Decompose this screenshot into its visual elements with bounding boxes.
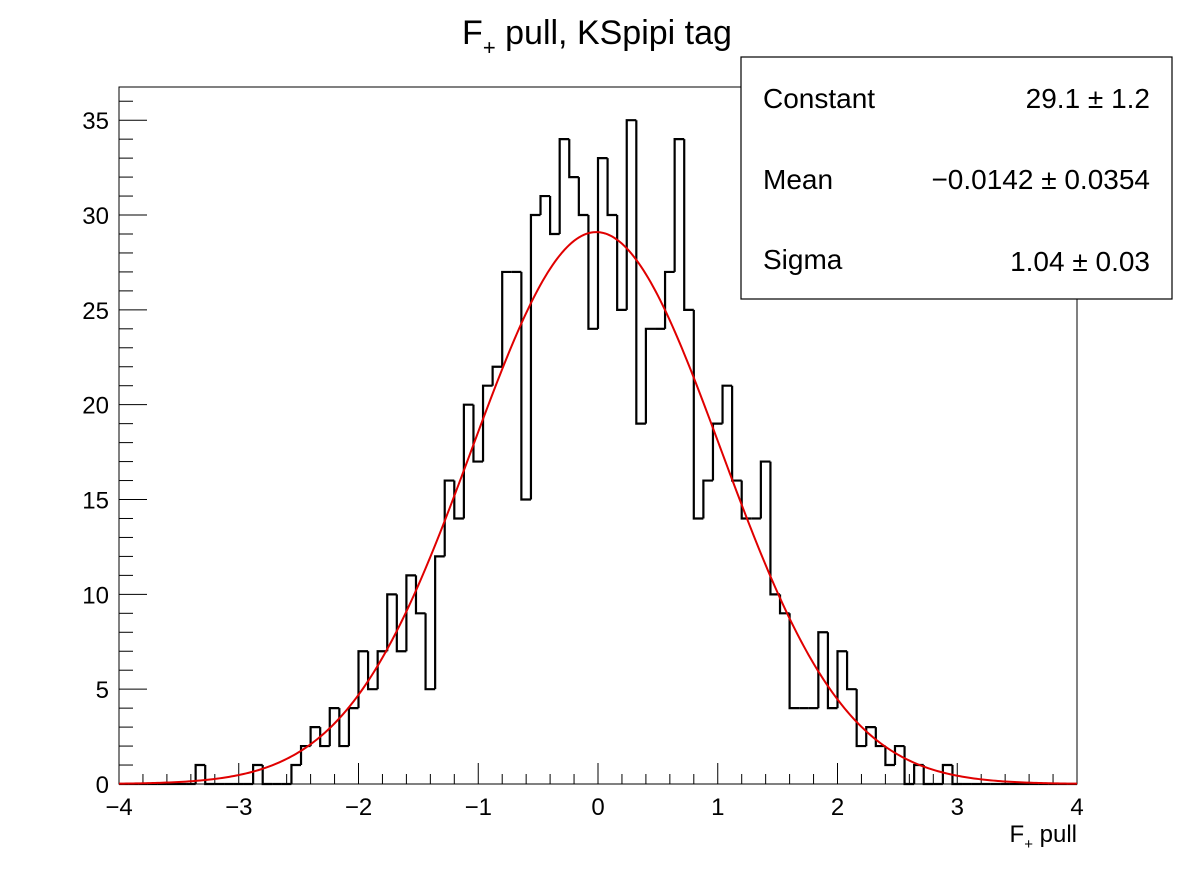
x-axis: −4 −3 −2 −1 0 1 2 3 4 bbox=[105, 763, 1084, 821]
y-tick-label: 25 bbox=[82, 298, 109, 325]
y-tick-label: 30 bbox=[82, 203, 109, 230]
x-tick-label: −4 bbox=[105, 794, 132, 821]
y-tick-label: 10 bbox=[82, 582, 109, 609]
histogram-bin bbox=[386, 593, 397, 652]
histogram-bin bbox=[501, 270, 512, 367]
chart-title: F+ pull, KSpipi tag bbox=[462, 14, 732, 60]
histogram-bin bbox=[606, 158, 618, 217]
histogram-bin bbox=[625, 119, 637, 310]
histogram-bin bbox=[549, 196, 560, 236]
gaussian-fit bbox=[118, 231, 1078, 785]
histogram-bin bbox=[817, 631, 828, 709]
x-tick-label: 1 bbox=[711, 794, 724, 821]
histogram-bin bbox=[922, 765, 934, 786]
histogram-bin bbox=[309, 726, 321, 747]
histogram-bin bbox=[472, 404, 484, 463]
x-tick-label: −3 bbox=[225, 794, 252, 821]
histogram-bin bbox=[759, 460, 771, 519]
histogram-bin bbox=[434, 555, 445, 690]
histogram-bin bbox=[376, 650, 388, 690]
histogram-bin bbox=[357, 650, 369, 709]
histogram-bin bbox=[414, 575, 426, 615]
histogram-bin bbox=[261, 765, 273, 786]
x-tick-label: −1 bbox=[465, 794, 492, 821]
x-tick-label: 3 bbox=[951, 794, 964, 821]
histogram-bin bbox=[481, 384, 493, 462]
histogram-bin bbox=[702, 479, 713, 519]
stats-value-mean: −0.0142 ± 0.0354 bbox=[931, 164, 1150, 195]
histogram-bin bbox=[424, 613, 436, 691]
histogram-bin bbox=[616, 215, 627, 311]
histogram-bin bbox=[644, 327, 656, 424]
histogram-bin bbox=[558, 138, 570, 234]
histogram-bin bbox=[845, 651, 857, 691]
histogram-bin bbox=[826, 632, 838, 710]
y-tick-label: 0 bbox=[96, 772, 109, 799]
x-tick-label: 4 bbox=[1070, 794, 1083, 821]
x-tick-label: 0 bbox=[591, 794, 604, 821]
x-tick-label: −2 bbox=[345, 794, 372, 821]
histogram-bin bbox=[721, 384, 733, 424]
stats-label-mean: Mean bbox=[763, 164, 833, 195]
y-tick-label: 15 bbox=[82, 488, 109, 515]
histogram-bin bbox=[328, 707, 340, 747]
stats-value-sigma: 1.04 ± 0.03 bbox=[1010, 246, 1150, 277]
histogram-bin bbox=[252, 763, 263, 784]
histogram-bin bbox=[520, 271, 531, 501]
histogram-bin bbox=[874, 727, 886, 748]
histogram-bin bbox=[462, 403, 474, 519]
histogram-bin bbox=[596, 157, 608, 329]
histogram-bin bbox=[405, 574, 416, 652]
histogram-bin bbox=[855, 689, 867, 748]
histogram-bin bbox=[865, 726, 876, 747]
fit-stats-box: Constant 29.1 ± 1.2 Mean −0.0142 ± 0.035… bbox=[740, 56, 1173, 300]
histogram-bin bbox=[338, 708, 349, 748]
histogram-bin bbox=[836, 650, 848, 709]
histogram-bin bbox=[529, 213, 541, 500]
y-tick-label: 35 bbox=[82, 108, 109, 135]
y-tick-label: 5 bbox=[96, 677, 109, 704]
y-tick-label: 20 bbox=[82, 393, 109, 420]
histogram-bin bbox=[491, 365, 503, 386]
histogram-bin bbox=[539, 194, 551, 216]
histogram-bin bbox=[884, 746, 895, 767]
stats-label-constant: Constant bbox=[763, 83, 875, 114]
histogram-bin bbox=[194, 763, 206, 784]
x-axis-label: F+ pull bbox=[1010, 821, 1077, 853]
histogram-bin bbox=[893, 744, 905, 766]
histogram-bin bbox=[319, 727, 330, 748]
histogram bbox=[119, 119, 1077, 786]
histogram-bin bbox=[788, 613, 800, 710]
histogram-bin bbox=[635, 120, 646, 425]
histogram-bin bbox=[951, 765, 963, 786]
histogram-bin bbox=[366, 651, 378, 691]
histogram-bin bbox=[673, 138, 685, 272]
stats-label-sigma: Sigma bbox=[763, 244, 843, 275]
histogram-bin bbox=[443, 479, 455, 557]
histogram-bin bbox=[290, 763, 302, 784]
histogram-bin bbox=[711, 422, 723, 481]
histogram-bin bbox=[587, 215, 598, 330]
fit-curve bbox=[118, 231, 1078, 785]
histogram-bin bbox=[395, 594, 407, 653]
histogram-bin bbox=[683, 139, 694, 311]
histogram-bin bbox=[769, 461, 781, 596]
histogram-bin bbox=[577, 177, 589, 217]
histogram-bin bbox=[740, 480, 752, 520]
histogram-bin bbox=[204, 765, 215, 786]
histogram-bin bbox=[568, 139, 579, 179]
histogram-bin bbox=[941, 763, 953, 784]
stats-value-constant: 29.1 ± 1.2 bbox=[1026, 83, 1150, 114]
x-tick-label: 2 bbox=[831, 794, 844, 821]
